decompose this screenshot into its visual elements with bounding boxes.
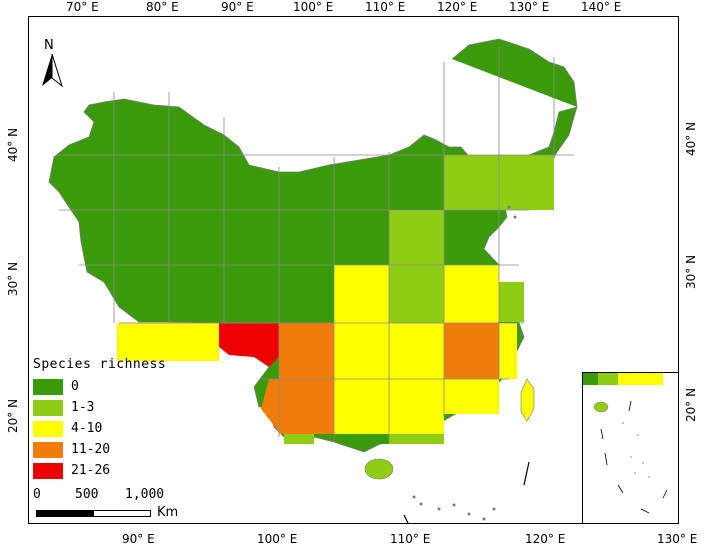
legend-label: 21-26 (71, 463, 111, 478)
lon-label-top: 110° E (365, 0, 406, 14)
lon-label-bottom: 100° E (257, 532, 298, 546)
map-frame (28, 16, 679, 524)
lat-label-left: 30° N (6, 261, 20, 296)
lon-label-bottom: 90° E (122, 532, 155, 546)
north-arrow-icon (42, 54, 63, 88)
cell-11-20 (279, 379, 334, 434)
cell-1-3 (284, 434, 314, 444)
lon-label-top: 90° E (221, 0, 254, 14)
scale-unit: Km (157, 505, 179, 520)
cell-4-10 (444, 265, 499, 323)
lon-label-bottom: 120° E (525, 532, 566, 546)
cell-4-10 (389, 379, 444, 434)
grid-cells (117, 155, 554, 480)
cell-11-20 (279, 323, 334, 379)
legend-label: 11-20 (71, 442, 111, 457)
legend-item: 11-20 (33, 439, 183, 460)
cell-4-10 (334, 323, 389, 379)
legend-swatch (33, 462, 63, 479)
lat-label-right: 30° N (684, 254, 698, 289)
legend-title: Species richness (33, 357, 167, 372)
lat-label-left: 40° N (6, 127, 20, 162)
legend-label: 1-3 (71, 400, 95, 415)
cell-4-10 (389, 323, 444, 379)
lon-label-top: 80° E (146, 0, 179, 14)
grid-lines (57, 47, 574, 442)
north-label: N (44, 38, 54, 53)
cell-0 (364, 434, 389, 444)
lon-label-bottom: 130° E (657, 532, 698, 546)
lat-label-right: 20° N (684, 387, 698, 422)
cell-4-10 (117, 323, 219, 361)
lon-label-top: 100° E (293, 0, 334, 14)
scale-label: 1,000 (125, 487, 165, 502)
lon-label-top: 140° E (581, 0, 622, 14)
legend-label: 4-10 (71, 421, 103, 436)
legend-swatch (33, 441, 63, 458)
islands (412, 205, 523, 521)
lon-label-top: 130° E (509, 0, 550, 14)
legend-swatch (33, 378, 63, 395)
inset-map (582, 372, 679, 524)
cell-4-10 (334, 379, 389, 434)
cell-21-26 (219, 323, 279, 367)
cell-1-3 (389, 434, 444, 444)
nine-dash-line (403, 461, 530, 523)
lon-label-top: 70° E (66, 0, 99, 14)
lon-label-bottom: 110° E (390, 532, 431, 546)
north-arrow: N (40, 38, 66, 88)
scale-bar-graphic (36, 510, 151, 517)
cell-4-10 (334, 265, 389, 323)
legend-label: 0 (71, 379, 79, 394)
cell-1-3 (389, 210, 444, 265)
cell-1-3 (389, 265, 444, 323)
cell-1-3 (499, 282, 524, 322)
legend-swatch (33, 399, 63, 416)
scale-label: 0 (33, 487, 41, 502)
lon-label-top: 120° E (437, 0, 478, 14)
hainan-island (364, 458, 394, 480)
cell-4-10 (499, 323, 517, 379)
legend-item: 1-3 (33, 397, 183, 418)
inset-svg (583, 373, 668, 514)
cell-11-20 (444, 323, 499, 379)
taiwan-island (520, 378, 535, 422)
legend-item: 21-26 (33, 460, 183, 481)
legend: Species richness 0 1-3 4-10 11-20 21-26 (33, 357, 183, 481)
lat-label-left: 20° N (6, 398, 20, 433)
legend-swatch (33, 420, 63, 437)
lat-label-right: 40° N (684, 121, 698, 156)
scale-bar: 0 500 1,000 Km (33, 487, 178, 520)
legend-item: 4-10 (33, 418, 183, 439)
scale-label: 500 (75, 487, 99, 502)
cell-11-20 (261, 379, 279, 432)
cell-4-10 (444, 379, 499, 414)
legend-item: 0 (33, 376, 183, 397)
map-svg (48, 38, 578, 523)
